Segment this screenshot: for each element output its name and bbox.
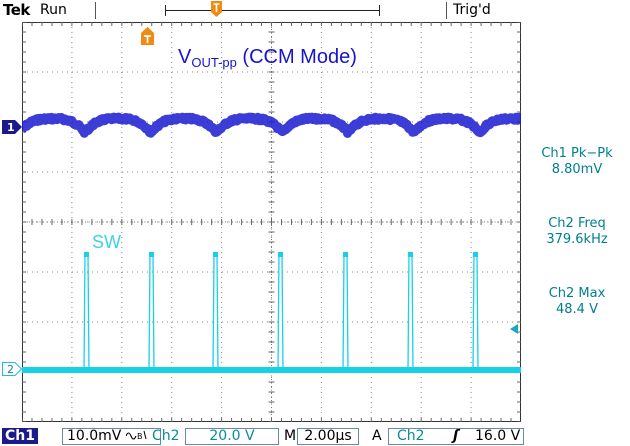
svg-text:B: B — [137, 432, 143, 441]
ac-bw-coupling-icon: B — [125, 430, 147, 441]
trigger-level-marker-icon — [510, 324, 518, 334]
ch2-scale-box[interactable]: 20.0 V — [185, 428, 279, 445]
ch2-pulse-cap — [84, 252, 89, 257]
ch1-badge[interactable]: Ch1 — [2, 428, 38, 444]
trigger-marker-icon — [141, 27, 154, 45]
trigger-mode: A — [372, 428, 382, 444]
ch1-ref-label: 1 — [7, 121, 15, 134]
ch1-waveform — [22, 112, 521, 138]
bottom-status-bar: Ch1 10.0mV B Ch2 20.0 V M 2.00µs A Ch2 ʃ… — [0, 425, 630, 446]
divider — [95, 2, 96, 19]
measurement-ch2-freq: Ch2 Freq 379.6kHz — [546, 216, 608, 247]
measurement-ch2-max: Ch2 Max 48.4 V — [548, 286, 606, 317]
vout-label: VOUT-pp (CCM Mode) — [178, 46, 357, 70]
trigger-position-icon — [211, 1, 222, 17]
graticule-grid — [22, 22, 521, 422]
record-bracket-right — [379, 5, 380, 16]
ch2-pulse-cap — [408, 252, 413, 257]
trigger-level: 16.0 V — [475, 428, 521, 444]
trigger-slope-icon: ʃ — [453, 428, 459, 444]
record-length-bar — [165, 10, 379, 11]
ch2-ground-marker-icon[interactable]: 2 — [2, 362, 22, 376]
ch1-scale-box[interactable]: 10.0mV B — [62, 428, 161, 445]
ch2-pulse-cap — [213, 252, 218, 257]
ch2-ref-label: 2 — [7, 363, 14, 376]
measurement-ch1-pkpk: Ch1 Pk−Pk 8.80mV — [541, 146, 613, 177]
ch2-pulse-cap — [343, 252, 348, 257]
trigger-box[interactable]: Ch2 ʃ 16.0 V — [388, 428, 524, 445]
timebase-prefix: M — [284, 428, 297, 444]
ch2-label: Ch2 — [152, 428, 180, 444]
trigger-source: Ch2 — [397, 428, 425, 444]
ch2-pulse-cap — [473, 252, 478, 257]
acquisition-state: Run — [40, 2, 67, 18]
divider — [446, 2, 447, 19]
ch1-scale: 10.0mV — [67, 428, 122, 444]
brand-logo: Tek — [3, 1, 30, 19]
ch2-pulse-cap — [149, 252, 154, 257]
ch2-scale: 20.0 V — [209, 428, 255, 444]
top-status-bar: Tek Run Trig'd — [0, 0, 630, 22]
waveform-display[interactable] — [22, 22, 521, 422]
timebase: 2.00µs — [304, 428, 352, 444]
trigger-status: Trig'd — [453, 2, 491, 18]
ch2-pulse-cap — [278, 252, 283, 257]
sw-label: SW — [92, 232, 121, 252]
ch1-ground-marker-icon[interactable]: 1 — [2, 120, 22, 134]
timebase-box[interactable]: 2.00µs — [297, 428, 359, 445]
ch2-baseline-band — [22, 367, 521, 373]
